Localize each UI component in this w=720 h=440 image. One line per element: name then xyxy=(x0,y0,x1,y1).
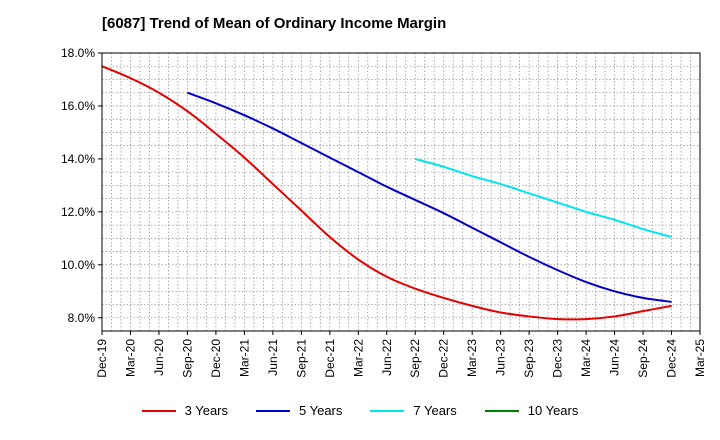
y-tick-label: 8.0% xyxy=(68,311,96,325)
x-tick-label: Mar-20 xyxy=(123,339,137,377)
y-axis-ticks: 8.0% 10.0% 12.0% 14.0% 16.0% 18.0% xyxy=(61,46,102,325)
legend: 3 Years 5 Years 7 Years 10 Years xyxy=(0,403,720,418)
legend-swatch xyxy=(370,409,405,412)
legend-label: 3 Years xyxy=(184,403,228,418)
legend-label: 10 Years xyxy=(527,403,579,418)
x-tick-label: Jun-23 xyxy=(494,339,508,376)
y-tick-label: 18.0% xyxy=(61,46,95,60)
x-tick-label: Dec-20 xyxy=(209,339,223,378)
x-tick-label: Mar-23 xyxy=(465,339,479,377)
x-tick-label: Jun-22 xyxy=(380,339,394,376)
x-tick-label: Jun-20 xyxy=(152,339,166,376)
x-tick-label: Mar-21 xyxy=(237,339,251,377)
x-tick-label: Sep-24 xyxy=(636,339,650,378)
x-tick-label: Dec-22 xyxy=(437,339,451,378)
x-tick-label: Sep-21 xyxy=(294,339,308,378)
x-axis-ticks: Dec-19 Mar-20 Jun-20 Sep-20 Dec-20 Mar-21 Jun-… xyxy=(95,331,707,378)
x-tick-label: Sep-20 xyxy=(180,339,194,378)
x-tick-label: Jun-24 xyxy=(608,339,622,376)
x-tick-label: Dec-19 xyxy=(95,339,109,378)
series-line-3-years xyxy=(101,65,672,321)
legend-label: 7 Years xyxy=(413,403,457,418)
legend-item: 3 Years xyxy=(141,403,228,418)
x-tick-label: Dec-21 xyxy=(323,339,337,378)
chart-title: [6087] Trend of Mean of Ordinary Income … xyxy=(102,15,447,32)
x-tick-label: Sep-23 xyxy=(522,339,536,378)
legend-item: 10 Years xyxy=(484,403,579,418)
plot-frame xyxy=(101,52,701,332)
x-tick-label: Mar-25 xyxy=(693,339,707,377)
legend-swatch xyxy=(484,409,519,412)
x-tick-label: Mar-24 xyxy=(579,339,593,377)
legend-item: 7 Years xyxy=(370,403,457,418)
y-tick-label: 16.0% xyxy=(61,99,95,113)
x-tick-label: Sep-22 xyxy=(408,339,422,378)
x-tick-label: Mar-22 xyxy=(351,339,365,377)
y-tick-label: 10.0% xyxy=(61,258,95,272)
x-tick-label: Dec-24 xyxy=(665,339,679,378)
series-line-5-years xyxy=(187,91,672,303)
legend-swatch xyxy=(256,409,290,412)
legend-item: 5 Years xyxy=(256,403,342,418)
y-tick-label: 12.0% xyxy=(61,205,95,219)
legend-label: 5 Years xyxy=(299,403,343,418)
y-tick-label: 14.0% xyxy=(61,152,95,166)
x-tick-label: Dec-23 xyxy=(551,339,565,378)
x-tick-label: Jun-21 xyxy=(266,339,280,376)
series-lines xyxy=(101,65,672,321)
legend-swatch xyxy=(141,409,176,412)
series-line-7-years xyxy=(414,157,672,238)
